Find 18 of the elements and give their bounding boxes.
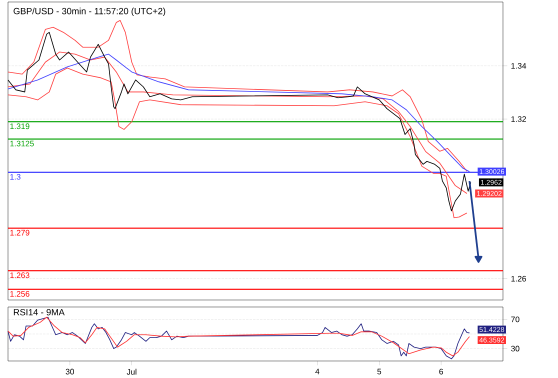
y-tick-label: 70	[511, 316, 520, 322]
x-tick-label: 4	[315, 368, 320, 374]
ref-line-label: 1.279	[10, 230, 30, 236]
ref-line-label: 1.263	[10, 272, 30, 278]
y-tick-label: 1.32	[511, 116, 526, 122]
ref-line-label: 1.3	[10, 174, 20, 180]
text: GBP/USD - 30min - 11:57:20 (UTC+2)	[14, 8, 166, 16]
ref-line-label: 1.256	[10, 291, 30, 297]
ref-line-label: 1.319	[10, 123, 30, 130]
x-tick-label: Jul	[126, 368, 136, 375]
y-tick-label: 30	[511, 346, 520, 352]
x-tick-label: 5	[377, 368, 382, 374]
x-tick-label: 30	[66, 368, 74, 374]
y-tick-label: 1.34	[511, 63, 526, 69]
chart-title: RSI14 - 9MA	[14, 309, 65, 316]
x-tick-label: 6	[439, 368, 443, 374]
ref-line-label: 1.3125	[10, 140, 34, 146]
y-tick-label: 1.26	[511, 276, 526, 282]
